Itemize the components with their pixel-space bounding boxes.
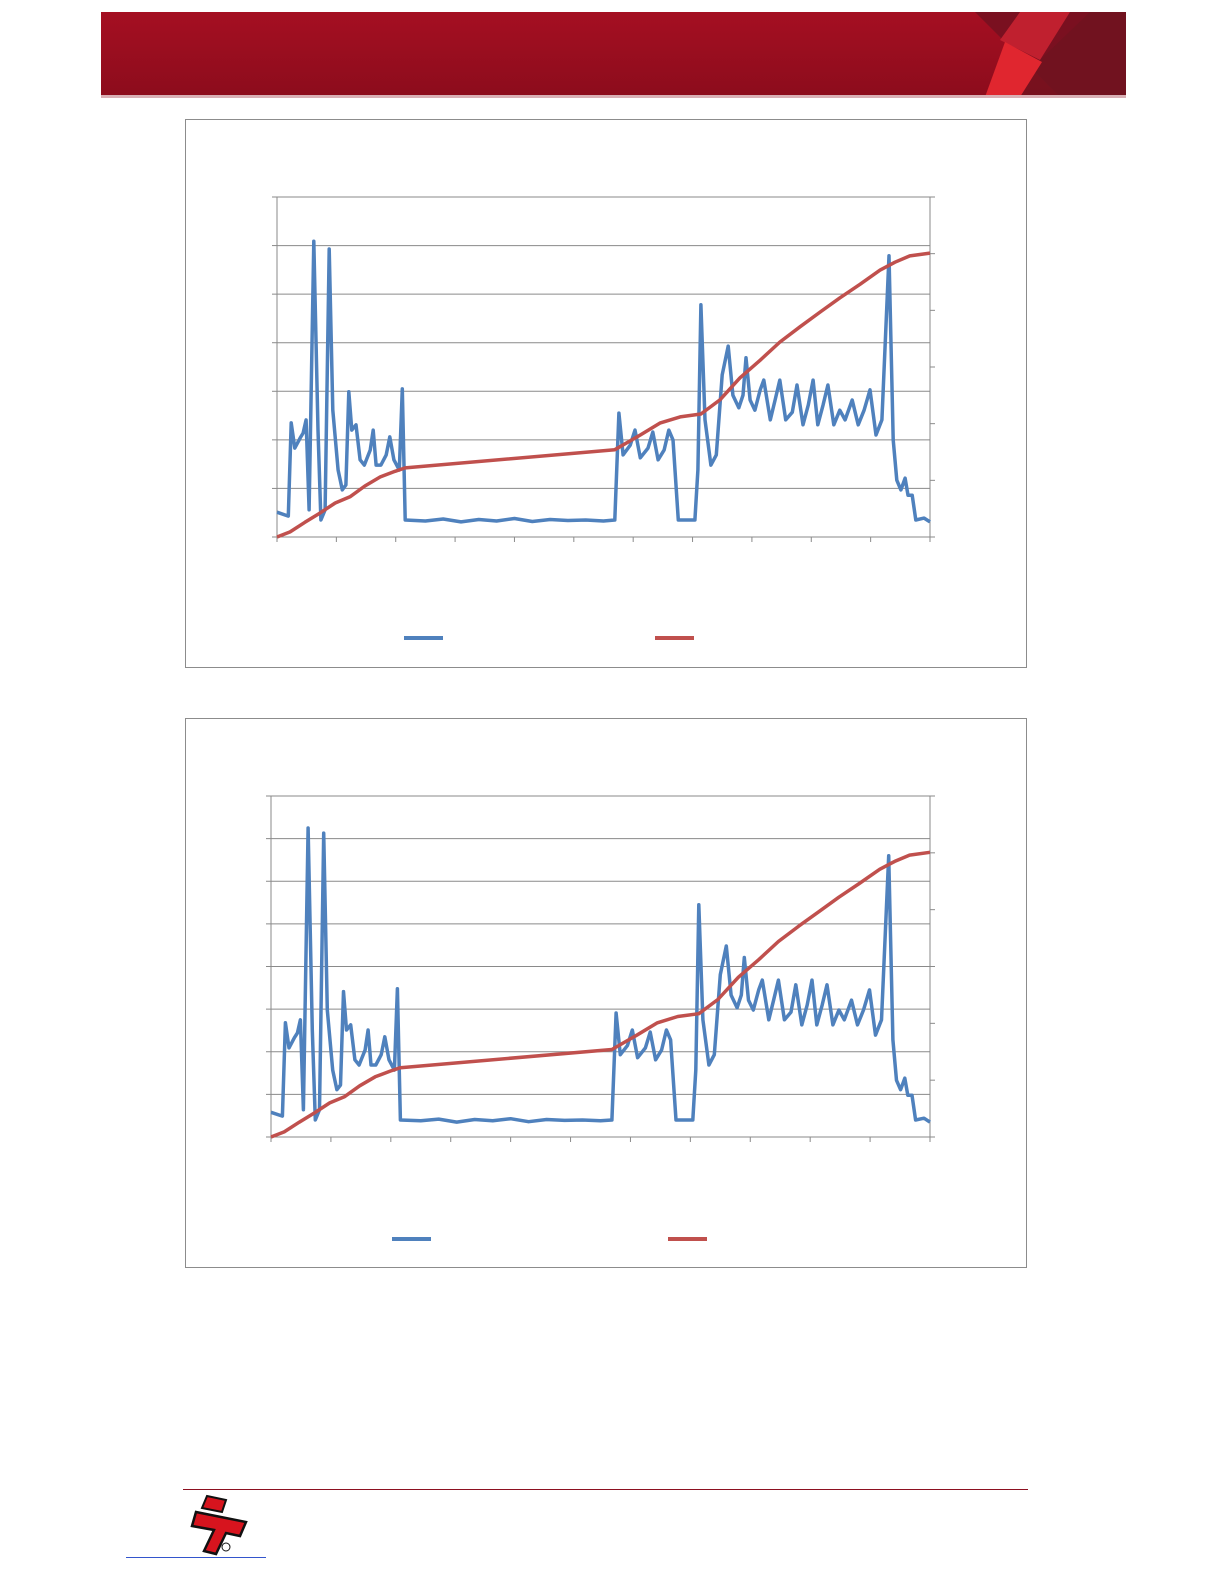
series-line <box>270 850 931 1139</box>
series-line <box>276 251 931 539</box>
series-line <box>270 826 931 1124</box>
logo <box>190 1494 248 1556</box>
series-line <box>276 239 931 524</box>
header-banner <box>101 12 1126 98</box>
